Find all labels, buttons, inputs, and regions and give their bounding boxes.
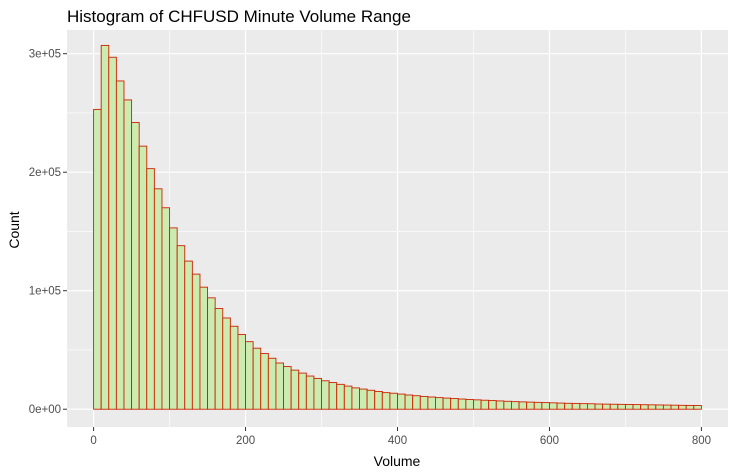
histogram-bar	[503, 400, 512, 410]
x-axis: 0 200 400 600 800	[90, 427, 711, 447]
histogram-bar	[359, 388, 368, 410]
histogram-bar	[640, 404, 649, 410]
histogram-bar	[374, 390, 383, 410]
histogram-bar	[624, 404, 634, 410]
histogram-bar	[678, 404, 687, 410]
histogram-bar	[169, 227, 178, 410]
histogram-bar	[260, 353, 269, 410]
histogram-bar	[328, 382, 338, 410]
histogram-bar	[321, 380, 330, 410]
histogram-bar	[381, 392, 391, 410]
histogram-bar	[564, 402, 573, 410]
histogram-bar	[313, 377, 322, 410]
histogram-bar	[549, 402, 558, 410]
histogram-bar	[199, 286, 209, 410]
y-tick-label: 3e+05	[29, 49, 61, 61]
histogram-bar	[609, 403, 619, 410]
histogram-bar	[366, 389, 376, 410]
x-tick-label: 0	[90, 435, 96, 447]
major-gridlines	[67, 30, 728, 427]
histogram-bar	[617, 403, 626, 410]
histogram-bar	[123, 99, 133, 410]
x-axis-title: Volume	[374, 453, 421, 469]
histogram-bar	[518, 401, 528, 410]
histogram-bar	[465, 399, 474, 410]
x-tick-label: 600	[540, 435, 559, 447]
histogram-bar	[267, 357, 277, 410]
x-tick-label: 200	[236, 435, 255, 447]
histogram-bar	[435, 397, 444, 410]
histogram-bar	[184, 260, 193, 410]
histogram-bar	[298, 372, 307, 410]
chart-title: Histogram of CHFUSD Minute Volume Range	[67, 7, 411, 26]
histogram-bar	[115, 80, 125, 410]
y-tick-label: 2e+05	[29, 167, 61, 179]
histogram-bar	[161, 207, 171, 410]
histogram-bar	[343, 385, 353, 410]
y-axis-title: Count	[6, 211, 22, 248]
histogram-bar	[131, 121, 140, 410]
histogram-bar	[275, 362, 284, 410]
histogram-bar	[93, 108, 102, 410]
x-tick-label: 800	[692, 435, 711, 447]
histogram-bar	[336, 383, 345, 410]
histogram-bar	[138, 145, 148, 410]
histogram-bar	[207, 297, 216, 410]
histogram-bar	[457, 398, 467, 410]
histogram-bar	[222, 317, 231, 410]
histogram-bar	[146, 168, 155, 410]
histogram-bar	[252, 347, 262, 410]
histogram-bar	[571, 402, 581, 410]
x-tick-label: 400	[388, 435, 407, 447]
histogram-bar	[290, 369, 300, 410]
histogram-bar	[214, 308, 224, 410]
histogram-bar	[647, 404, 657, 410]
histogram-bar	[586, 403, 596, 410]
histogram-bar	[655, 404, 664, 410]
histogram-bar	[305, 375, 315, 410]
histogram-bar	[526, 401, 535, 410]
histogram-bar	[237, 334, 246, 410]
histogram-bar	[488, 400, 497, 410]
histogram-bar	[153, 188, 163, 410]
histogram-bar	[404, 394, 414, 410]
y-tick-label: 1e+05	[29, 286, 61, 298]
y-axis: 0e+00 1e+05 2e+05 3e+05	[29, 49, 67, 416]
histogram-bar	[495, 400, 505, 410]
y-tick-label: 0e+00	[29, 404, 61, 416]
histogram-bar	[480, 399, 490, 410]
histogram-bar	[693, 405, 702, 410]
histogram-bar	[473, 399, 482, 410]
histogram-bar	[670, 404, 680, 410]
histogram-bar	[412, 395, 421, 410]
histogram-bar	[579, 403, 588, 410]
histogram-bar	[397, 393, 406, 410]
histogram-bar	[419, 395, 429, 410]
histogram-bars	[93, 44, 702, 410]
histogram-bar	[100, 44, 110, 410]
histogram-bar	[229, 325, 239, 410]
histogram-bar	[427, 396, 436, 410]
histogram-bar	[351, 387, 360, 410]
histogram-bar	[662, 404, 672, 410]
histogram-bar	[685, 404, 695, 410]
histogram-bar	[108, 56, 117, 410]
histogram-bar	[245, 341, 254, 410]
histogram-bar	[176, 245, 186, 410]
histogram-bar	[533, 401, 543, 410]
histogram-bar	[632, 404, 642, 410]
histogram-bar	[450, 398, 459, 410]
histogram-bar	[511, 401, 520, 410]
histogram-bar	[442, 397, 452, 410]
histogram-bar	[389, 392, 398, 410]
histogram-bar	[541, 402, 550, 410]
histogram-bar	[191, 273, 201, 410]
histogram-bar	[594, 403, 604, 410]
histogram-bar	[556, 402, 566, 410]
histogram-bar	[283, 366, 292, 410]
histogram-bar	[602, 403, 611, 410]
